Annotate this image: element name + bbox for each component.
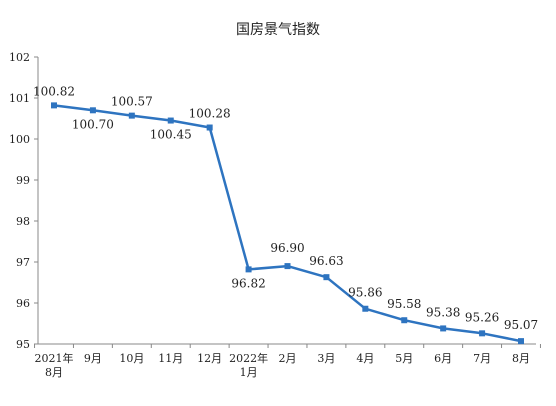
data-point: [362, 305, 369, 312]
y-tick-label: 98: [16, 215, 30, 228]
x-tick-label: 2022年 1月: [229, 351, 268, 379]
data-point: [89, 107, 96, 114]
data-point: [206, 124, 213, 131]
y-tick-label: 96: [16, 297, 30, 310]
x-tick-label: 2月: [279, 352, 297, 365]
x-tick-label: 4月: [356, 352, 374, 365]
y-tick-label: 100: [9, 133, 30, 146]
data-label: 96.90: [270, 241, 304, 255]
data-point: [440, 325, 447, 332]
data-point: [518, 338, 524, 345]
x-tick-label: 8月: [512, 352, 530, 365]
data-label: 100.82: [33, 84, 75, 98]
data-point: [401, 317, 408, 324]
data-label: 100.45: [150, 128, 192, 142]
data-point: [479, 330, 486, 337]
data-marker-layer: [51, 102, 524, 345]
y-tick-label: 102: [9, 51, 30, 64]
data-label: 95.58: [387, 297, 421, 311]
data-point: [323, 274, 330, 281]
data-label: 100.28: [189, 107, 231, 121]
data-label: 100.70: [72, 117, 114, 131]
data-point: [284, 263, 291, 270]
data-label: 96.82: [231, 276, 265, 290]
x-tick-label: 12月: [197, 352, 222, 365]
data-label: 95.38: [426, 305, 460, 319]
chart-title: 国房景气指数: [236, 22, 320, 38]
y-tick-label: 101: [9, 92, 30, 105]
data-point: [51, 102, 57, 109]
x-tick-label: 7月: [473, 352, 491, 365]
data-label: 100.57: [111, 95, 153, 109]
x-tick-label: 9月: [84, 352, 102, 365]
x-tick-label: 6月: [434, 352, 452, 365]
data-label: 96.63: [309, 254, 343, 268]
y-tick-label: 99: [16, 174, 30, 187]
data-point: [245, 266, 252, 273]
x-tick-label: 3月: [317, 352, 335, 365]
y-tick-label: 95: [16, 338, 30, 351]
x-tick-label: 10月: [119, 352, 144, 365]
data-label: 95.86: [348, 286, 382, 300]
y-tick-label: 97: [16, 256, 30, 269]
data-point: [128, 112, 135, 119]
axes: 95 96 97 98 99 100 101 102 2021年 8月 9月 10月 11月 12月 202…: [9, 51, 541, 379]
data-point: [167, 117, 174, 124]
x-tick-label: 11月: [158, 352, 183, 365]
data-label: 95.26: [465, 310, 499, 324]
data-label-layer: 100.82 100.70 100.57 100.45 100.28 96.82 96.90…: [33, 84, 538, 332]
data-label: 95.07: [504, 318, 538, 332]
x-tick-label: 2021年 8月: [35, 351, 74, 379]
x-tick-label: 5月: [395, 352, 413, 365]
